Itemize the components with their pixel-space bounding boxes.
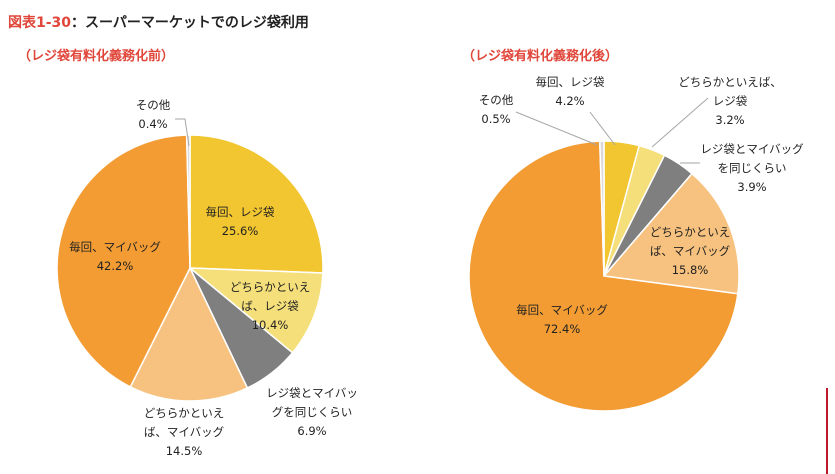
figure-label: 図表1-30 (8, 15, 72, 31)
slice-label-after-4: どちらかといえば、マイバッグ 15.8% (650, 225, 731, 277)
slice-label-after-6: その他 0.5% (479, 93, 514, 126)
slice-label-before-5: 毎回、マイバッグ 42.2% (69, 240, 161, 273)
pie-slice-after-5 (468, 140, 739, 412)
figure-title-separator: ： (71, 15, 86, 31)
leader-line-before-6 (175, 118, 190, 147)
slice-label-before-1: 毎回、レジ袋 25.6% (206, 205, 275, 238)
slice-label-before-3: レジ袋とマイバッグを同じくらい 6.9% (266, 386, 358, 438)
pie-slice-before-4 (129, 266, 249, 402)
leader-line-after-6 (515, 111, 598, 146)
slice-label-after-5: 毎回、マイバッグ 72.4% (516, 303, 608, 336)
chart-title-before: （レジ袋有料化義務化前） (18, 49, 175, 64)
edge-divider (826, 388, 828, 474)
figure-title-text: スーパーマーケットでのレジ袋利用 (85, 15, 309, 31)
pie-slice-before-6 (185, 134, 191, 269)
pie-slice-after-4 (602, 172, 740, 295)
leader-line-after-2 (651, 97, 709, 148)
pie-slice-before-1 (189, 134, 324, 274)
slice-label-after-3: レジ袋とマイバッグを同じくらい 3.9% (700, 142, 804, 194)
slice-label-before-2: どちらかといえば、レジ袋 10.4% (230, 280, 311, 332)
pie-slice-before-5 (56, 134, 191, 388)
chart-title-after: （レジ袋有料化義務化後） (462, 49, 619, 64)
leader-line-after-1 (589, 111, 616, 146)
slice-label-before-4: どちらかといえば、マイバッグ 14.5% (144, 406, 225, 458)
slice-label-after-2: どちらかといえば、レジ袋 3.2% (678, 75, 782, 127)
figure-title: 図表1-30：スーパーマーケットでのレジ袋利用 (8, 12, 309, 32)
slice-label-before-6: その他 0.4% (136, 98, 171, 131)
pie-slice-after-6 (598, 140, 605, 277)
slice-label-after-1: 毎回、レジ袋 4.2% (536, 75, 605, 108)
pie-slice-before-2 (187, 267, 324, 354)
